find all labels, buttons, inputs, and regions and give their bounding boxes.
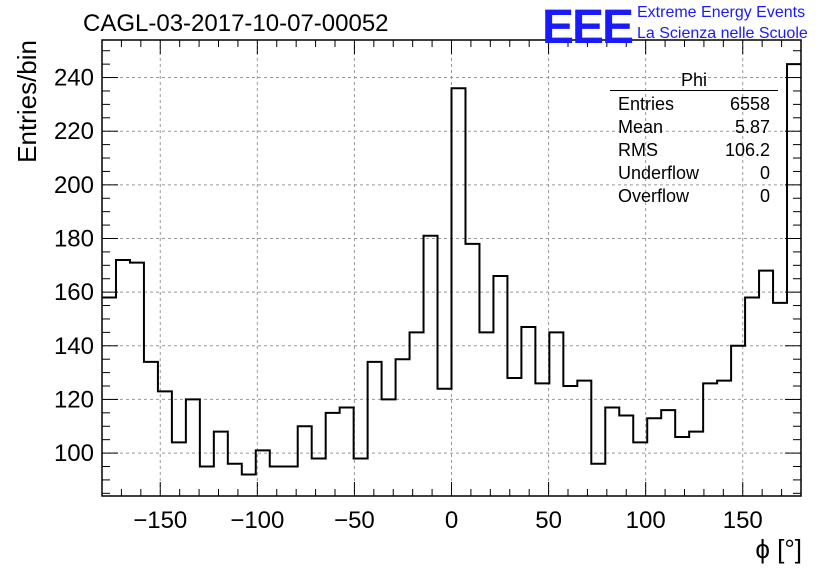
histogram-bin — [493, 276, 507, 496]
histogram-bin — [438, 389, 452, 496]
stats-value: 0 — [759, 186, 770, 206]
stats-box-title: Phi — [610, 70, 778, 91]
histogram-bin — [284, 466, 298, 496]
histogram-bin — [368, 362, 382, 496]
histogram-bin — [158, 391, 172, 496]
histogram-bin — [396, 359, 410, 496]
histogram-bin — [326, 413, 340, 496]
histogram-bin — [479, 332, 493, 496]
x-tick-label: −150 — [133, 507, 187, 534]
histogram-bin — [270, 466, 284, 496]
brand-line-2: La Scienza nelle Scuole — [637, 25, 808, 42]
histogram-bin — [130, 263, 144, 496]
y-tick-label: 200 — [54, 172, 94, 199]
histogram-bin — [675, 437, 689, 496]
histogram-bin — [382, 399, 396, 496]
stats-value: 0 — [759, 163, 770, 183]
histogram-bin — [731, 346, 745, 496]
histogram-bin — [116, 260, 130, 496]
stats-value: 6558 — [729, 94, 770, 114]
stats-label: RMS — [618, 140, 658, 160]
y-tick-labels: 100 120 140 160 180 200 220 240 — [54, 65, 94, 468]
histogram-bin — [452, 88, 466, 496]
histogram-bin — [619, 416, 633, 496]
histogram-bin — [242, 475, 256, 496]
eee-logo: EEE — [542, 1, 634, 54]
histogram-bin — [410, 332, 424, 496]
histogram-bin — [521, 327, 535, 496]
histogram-bin — [535, 383, 549, 496]
x-axis-label: ϕ [°] — [755, 534, 802, 564]
x-tick-label: −100 — [230, 507, 284, 534]
histogram-step-line — [102, 63, 801, 476]
histogram-bin — [256, 450, 270, 496]
stats-row-rms: RMS 106.2 — [610, 139, 778, 162]
stats-label: Underflow — [618, 163, 700, 183]
histogram-bin — [200, 466, 214, 496]
brand-line-1: Extreme Energy Events — [637, 4, 806, 21]
axis-ticks — [101, 40, 802, 496]
histogram-bin — [759, 271, 773, 496]
histogram-bin — [703, 383, 717, 496]
stats-label: Mean — [618, 117, 664, 137]
stats-label: Overflow — [618, 186, 690, 206]
y-tick-label: 120 — [54, 386, 94, 413]
histogram-bin — [605, 407, 619, 496]
histogram-bin — [172, 442, 186, 496]
stats-row-underflow: Underflow 0 — [610, 162, 778, 185]
y-tick-label: 140 — [54, 333, 94, 360]
histogram-bin — [507, 378, 521, 496]
y-tick-label: 180 — [54, 225, 94, 252]
x-tick-label: −50 — [334, 507, 375, 534]
histogram-bin — [144, 362, 158, 496]
histogram-bin — [186, 399, 200, 496]
y-tick-label: 100 — [54, 440, 94, 467]
x-tick-label: 100 — [626, 507, 666, 534]
stats-label: Entries — [618, 94, 675, 114]
stats-row-entries: Entries 6558 — [610, 93, 778, 116]
histogram-bin — [591, 464, 605, 496]
x-tick-labels: −150 −100 −50 0 50 100 150 — [133, 507, 763, 534]
y-tick-label: 220 — [54, 118, 94, 145]
histogram-bin — [424, 236, 438, 496]
histogram-bin — [298, 426, 312, 496]
histogram-bin — [787, 64, 801, 496]
chart-title: CAGL-03-2017-10-07-00052 — [83, 10, 389, 37]
histogram-bin — [773, 303, 787, 496]
histogram-bin — [340, 407, 354, 496]
histogram-bin — [633, 442, 647, 496]
histogram-bin — [312, 458, 326, 496]
histogram-bin — [102, 298, 116, 496]
stats-row-mean: Mean 5.87 — [610, 116, 778, 139]
histogram-bin — [661, 410, 675, 496]
x-tick-label: 50 — [535, 507, 562, 534]
y-tick-label: 160 — [54, 279, 94, 306]
histogram-bin — [689, 432, 703, 496]
stats-value: 106.2 — [724, 140, 770, 160]
histogram-bin — [549, 332, 563, 496]
histogram-bin — [354, 458, 368, 496]
x-tick-label: 0 — [445, 507, 458, 534]
stats-row-overflow: Overflow 0 — [610, 185, 778, 208]
y-tick-label: 240 — [54, 65, 94, 92]
histogram-bin — [214, 432, 228, 496]
histogram-bin — [717, 381, 731, 496]
histogram-bin — [577, 381, 591, 496]
x-tick-label: 150 — [723, 507, 763, 534]
histogram-bin — [465, 244, 479, 496]
histogram-bin — [563, 386, 577, 496]
y-axis-label: Entries/bin — [12, 40, 42, 163]
histogram-bin — [647, 418, 661, 496]
histogram-bin — [228, 464, 242, 496]
stats-box: Phi Entries 6558 Mean 5.87 RMS 106.2 Underf… — [610, 70, 778, 208]
stats-value: 5.87 — [734, 117, 770, 137]
plot-frame — [101, 39, 802, 497]
histogram-bin — [745, 298, 759, 496]
